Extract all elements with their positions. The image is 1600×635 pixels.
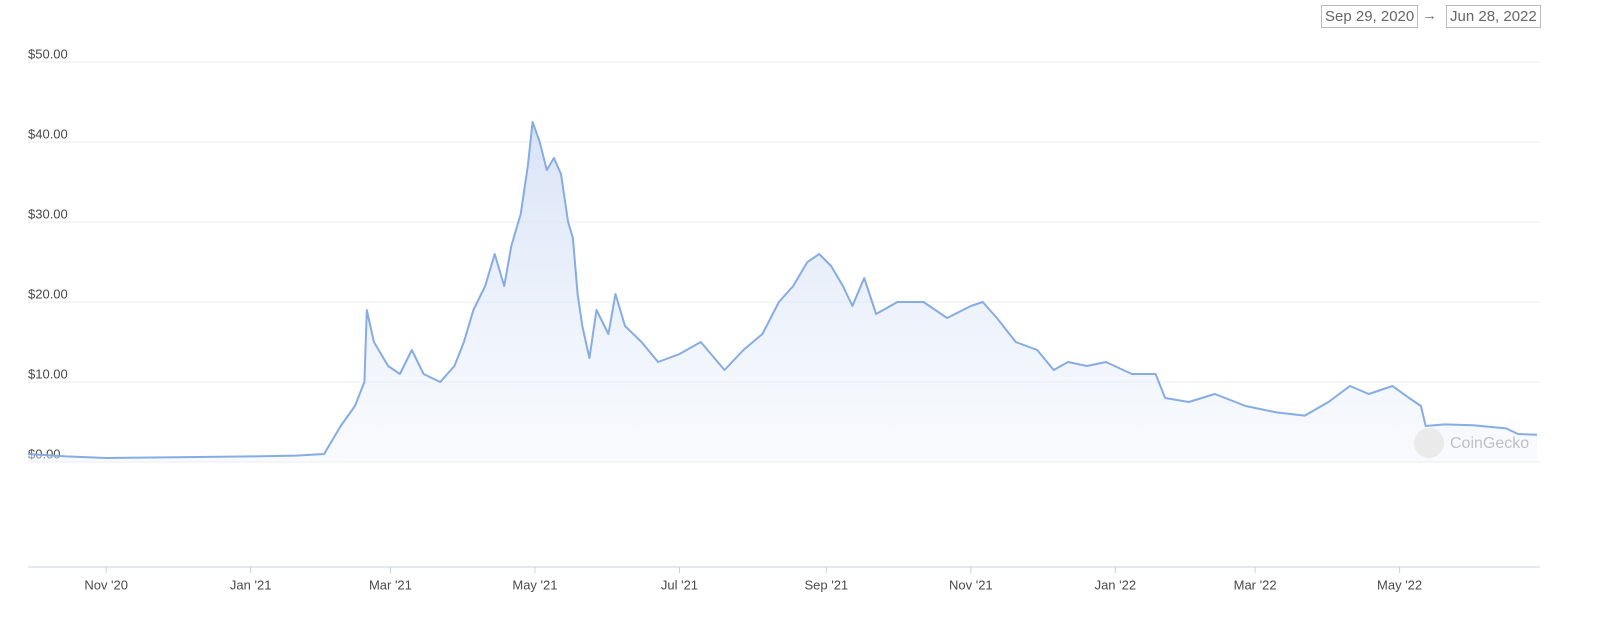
y-tick-label: $50.00 [28,46,68,61]
y-tick-label: $40.00 [28,126,68,141]
watermark: CoinGecko [1450,435,1529,452]
range-separator: → [1422,7,1437,24]
y-tick-label: $20.00 [28,286,68,301]
x-tick-label: Sep '21 [804,577,848,592]
price-line [27,121,1538,459]
x-tick-label: May '21 [512,577,557,592]
x-tick-label: Mar '22 [1234,577,1277,592]
range-start[interactable]: Sep 29, 2020 [1321,5,1419,28]
x-tick-label: Nov '20 [84,577,128,592]
range-end[interactable]: Jun 28, 2022 [1446,5,1541,28]
watermark-logo [1414,428,1444,458]
x-tick-label: Jan '21 [230,577,272,592]
x-tick-label: Mar '21 [369,577,412,592]
x-tick-label: Nov '21 [949,577,993,592]
x-tick-label: Jan '22 [1095,577,1137,592]
area [28,122,1537,462]
y-tick-label: $30.00 [28,206,68,221]
x-tick-label: May '22 [1377,577,1422,592]
x-tick-label: Jul '21 [661,577,698,592]
y-tick-label: $10.00 [28,366,68,381]
